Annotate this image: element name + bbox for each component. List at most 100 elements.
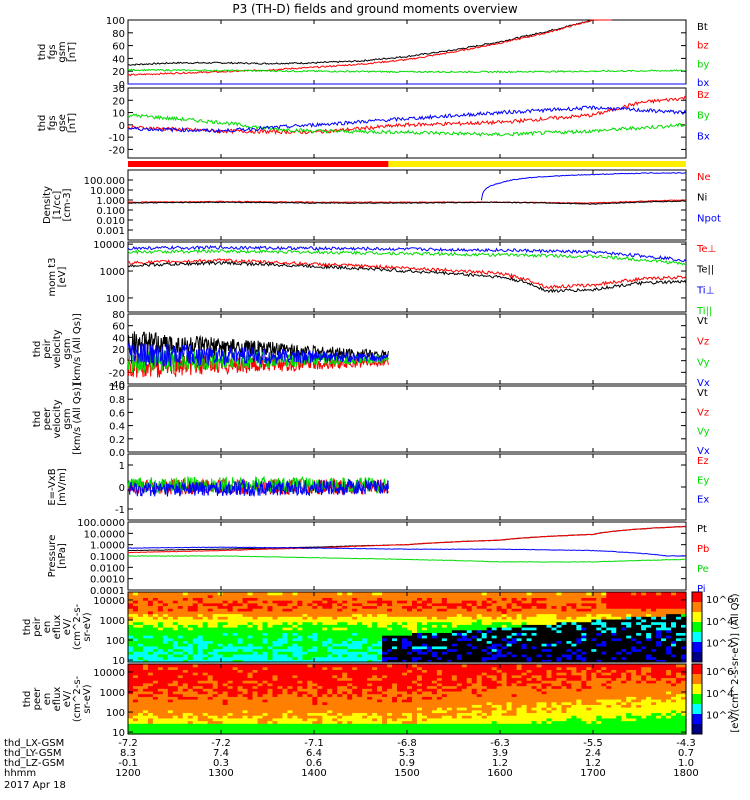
spectrogram-cell bbox=[128, 717, 134, 722]
spectrogram-cell bbox=[566, 627, 573, 631]
spectrogram-cell bbox=[242, 677, 249, 681]
spectrogram-cell bbox=[392, 632, 398, 636]
spectrogram-cell bbox=[501, 610, 508, 615]
spectrogram-cell bbox=[372, 717, 378, 722]
spectrogram-cell bbox=[292, 674, 298, 679]
spectrogram-cell bbox=[421, 648, 428, 652]
spectrogram-cell bbox=[451, 610, 458, 615]
spectrogram-cell bbox=[312, 720, 318, 724]
colorbar-label: 10^4 bbox=[706, 617, 733, 628]
spectrogram-cell bbox=[242, 701, 249, 705]
spectrogram-cell bbox=[501, 608, 508, 612]
spectrogram-cell bbox=[292, 621, 298, 625]
spectrogram-cell bbox=[387, 725, 393, 730]
spectrogram-cell bbox=[262, 712, 269, 716]
series-bz bbox=[127, 19, 612, 77]
spectrogram-cell bbox=[501, 624, 508, 628]
spectrogram-cell bbox=[426, 672, 433, 676]
spectrogram-cell bbox=[322, 690, 328, 695]
spectrogram-cell bbox=[192, 627, 199, 631]
spectrogram-cell bbox=[367, 693, 373, 697]
spectrogram-cell bbox=[137, 685, 144, 689]
spectrogram-cell bbox=[456, 656, 463, 660]
spectrogram-cell bbox=[337, 594, 343, 598]
spectrogram-cell bbox=[157, 690, 164, 695]
spectrogram-cell bbox=[362, 690, 368, 695]
spectrogram-cell bbox=[382, 605, 388, 609]
spectrogram-cell bbox=[636, 637, 642, 642]
spectrogram-cell bbox=[257, 728, 264, 732]
spectrogram-cell bbox=[631, 627, 637, 631]
spectrogram-cell bbox=[352, 720, 358, 724]
spectrogram-cell bbox=[486, 621, 493, 625]
spectrogram-cell bbox=[661, 613, 667, 617]
spectrogram-cell bbox=[397, 618, 403, 623]
spectrogram-cell bbox=[382, 592, 388, 596]
spectrogram-cell bbox=[132, 664, 139, 668]
spectrogram-cell bbox=[441, 680, 448, 684]
spectrogram-cell bbox=[128, 723, 134, 727]
spectrogram-cell bbox=[282, 728, 289, 732]
spectrogram-cell bbox=[312, 680, 318, 684]
spectrogram-cell bbox=[541, 600, 548, 604]
spectrogram-cell bbox=[172, 648, 179, 652]
spectrogram-cell bbox=[431, 664, 438, 668]
spectrogram-cell bbox=[367, 704, 373, 708]
spectrogram-cell bbox=[387, 594, 393, 598]
spectrogram-cell bbox=[322, 688, 328, 692]
spectrogram-cell bbox=[646, 616, 652, 620]
spectrogram-cell bbox=[337, 618, 343, 623]
spectrogram-cell bbox=[641, 597, 647, 601]
spectrogram-cell bbox=[571, 594, 577, 598]
spectrogram-cell bbox=[611, 640, 617, 644]
spectrogram-cell bbox=[287, 674, 294, 679]
spectrogram-cell bbox=[217, 664, 224, 668]
spectrogram-cell bbox=[327, 643, 333, 647]
spectrogram-cell bbox=[337, 651, 343, 655]
spectrogram-cell bbox=[481, 648, 488, 652]
spectrogram-cell bbox=[611, 594, 617, 598]
spectrogram-cell bbox=[142, 715, 149, 719]
spectrogram-cell bbox=[277, 693, 284, 697]
spectrogram-cell bbox=[661, 659, 667, 663]
spectrogram-cell bbox=[187, 693, 194, 697]
spectrogram-cell bbox=[656, 648, 662, 652]
spectrogram-cell bbox=[596, 613, 602, 617]
spectrogram-cell bbox=[471, 592, 478, 596]
spectrogram-cell bbox=[257, 621, 264, 625]
spectrogram-cell bbox=[307, 701, 313, 705]
spectrogram-cell bbox=[332, 682, 338, 687]
spectrogram-cell bbox=[631, 610, 637, 615]
spectrogram-cell bbox=[411, 704, 418, 708]
spectrogram-cell bbox=[167, 723, 174, 727]
spectrogram-cell bbox=[322, 632, 328, 636]
spectrogram-cell bbox=[232, 666, 239, 670]
spectrogram-cell bbox=[516, 613, 523, 617]
spectrogram-cell bbox=[606, 602, 612, 607]
spectrogram-cell bbox=[357, 656, 363, 660]
spectrogram-cell bbox=[407, 602, 413, 607]
spectrogram-cell bbox=[606, 656, 612, 660]
spectrogram-cell bbox=[661, 651, 667, 655]
spectrogram-cell bbox=[397, 592, 403, 596]
spectrogram-cell bbox=[387, 645, 393, 650]
spectrogram-cell bbox=[352, 608, 358, 612]
spectrogram-cell bbox=[312, 610, 318, 615]
spectrogram-cell bbox=[227, 597, 234, 601]
spectrogram-cell bbox=[491, 627, 498, 631]
spectrogram-cell bbox=[446, 600, 453, 604]
spectrogram-cell bbox=[581, 616, 587, 620]
spectrogram-cell bbox=[282, 699, 289, 703]
spectrogram-cell bbox=[436, 685, 443, 689]
spectrogram-cell bbox=[128, 629, 134, 633]
spectrogram-cell bbox=[162, 624, 169, 628]
spectrogram-cell bbox=[407, 659, 413, 663]
spectrogram-cell bbox=[357, 666, 363, 670]
spectrogram-cell bbox=[132, 720, 139, 724]
spectrogram-cell bbox=[347, 659, 353, 663]
y-axis-label: thd bbox=[37, 115, 48, 132]
spectrogram-cell bbox=[441, 701, 448, 705]
spectrogram-cell bbox=[456, 651, 463, 655]
spectrogram-cell bbox=[322, 627, 328, 631]
spectrogram-cell bbox=[436, 715, 443, 719]
